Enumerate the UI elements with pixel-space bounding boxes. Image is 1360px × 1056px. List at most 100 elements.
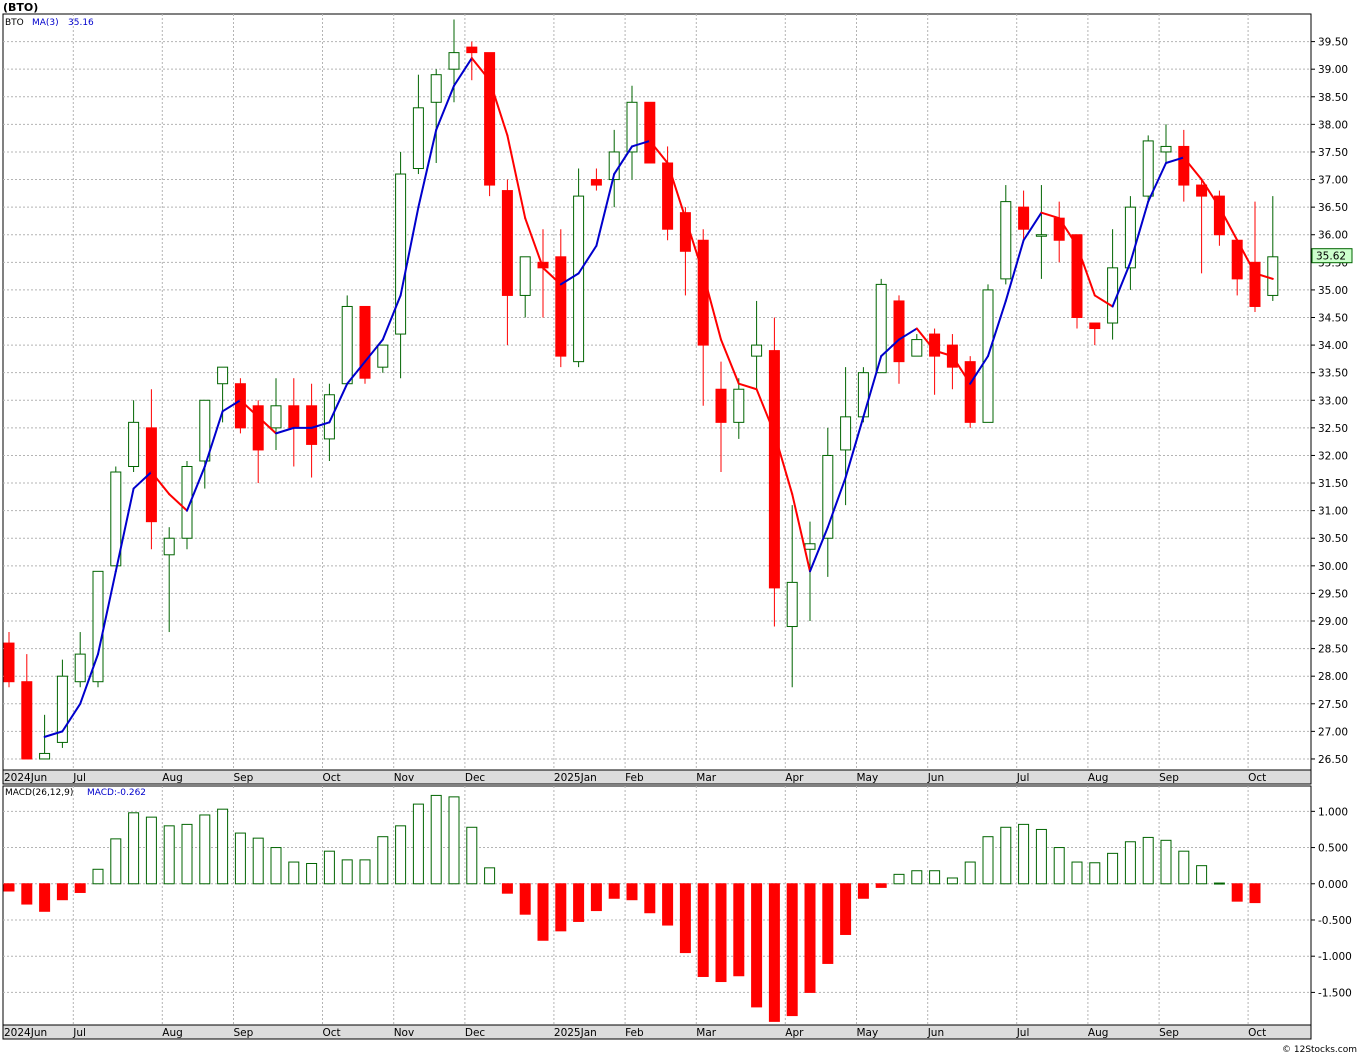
macd-bar-negative [857,883,869,899]
macd-xtick-label: Apr [785,1027,804,1039]
macd-bar-negative [644,883,656,914]
candle-body-up [1267,256,1279,296]
price-ytick-label: 38.50 [1318,92,1348,104]
candle [1089,322,1101,346]
price-ytick-label: 35.00 [1318,285,1348,297]
macd-bar-positive [982,836,994,885]
macd-bars [3,794,1261,1022]
macd-x-axis: 2024Jun Jul Aug Sep Oct Nov Dec 2025Jan Feb Mar Ap… [2,1024,1312,1040]
macd-bar-negative [608,883,620,899]
macd-bar-positive [341,859,353,885]
macd-xtick-label: Aug [1088,1027,1109,1039]
macd-bar-negative [519,883,531,915]
macd-ytick-label: -0.500 [1318,915,1352,927]
macd-bar-positive [92,868,104,885]
ma-segment [43,730,64,738]
ma-segment [257,415,277,435]
ma-segment [702,272,722,341]
macd-bar-negative [74,883,86,893]
ma-segment [1200,178,1221,209]
ma-segment [791,493,811,573]
price-ytick-label: 31.50 [1318,478,1348,490]
candle-body-down [21,681,33,760]
ma-segment [168,493,188,512]
candle [199,399,211,489]
candle-body-up [519,256,531,296]
ma-segment [364,338,384,363]
footer-credit: © 12Stocks.com [1282,1045,1357,1055]
candle-body-up [1160,145,1172,153]
macd-xaxis-band [2,1024,1312,1040]
candle [21,654,33,760]
last-price-box [1311,248,1353,264]
ma-segment [1040,211,1061,220]
candle-body-down [590,179,602,186]
ma-segment [221,399,242,413]
price-y-axis: 26.50 27.00 27.50 28.00 28.50 29.00 29.50 30.00… [1311,37,1353,766]
macd-bar-positive [1160,839,1172,885]
macd-bar-positive [466,826,478,885]
candle [252,400,264,484]
candle-body-down [555,256,567,357]
macd-bar-positive [893,873,905,885]
macd-panel: 1.000 0.500 0.000 -0.500 -1.000 -1.500 2024Ju… [2,785,1352,1040]
price-legend: BTO MA(3) 35.16 [5,18,94,28]
macd-bar-positive [128,812,140,885]
candle-body-down [234,383,246,429]
price-ytick-label: 31.00 [1318,506,1348,518]
price-candles [3,19,1279,760]
candle-body-up [822,454,834,539]
price-ytick-label: 33.50 [1318,368,1348,380]
ma-segment [613,145,633,176]
ma-segment [79,653,99,705]
candle [377,344,389,373]
price-ytick-label: 32.00 [1318,450,1348,462]
ma-segment [809,526,829,573]
candle-body-up [270,405,282,429]
candle [1196,179,1208,274]
ma-segment [880,338,900,358]
ma-segment [381,294,402,341]
macd-bar-positive [1196,865,1208,885]
macd-xtick-label: Mar [696,1027,716,1039]
macd-bar-negative [39,883,51,912]
candle-body-down [145,427,157,523]
candle-body-down [697,239,709,346]
macd-bar-positive [323,850,335,885]
candle-body-down [964,361,976,423]
macd-bar-positive [946,877,958,885]
ma-segment [417,128,438,209]
macd-bar-positive [430,794,442,885]
macd-xtick-label: Oct [323,1027,341,1039]
macd-ytick-label: 0.500 [1318,843,1348,855]
candle [822,427,834,577]
macd-bar-positive [1213,882,1225,885]
macd-xtick-label: Aug [162,1027,183,1039]
macd-bar-positive [145,816,157,885]
price-xtick-label: Oct [323,772,341,784]
price-ytick-label: 37.50 [1318,147,1348,159]
candle-body-down [768,350,780,589]
ma-segment [453,57,473,87]
candle [74,632,86,688]
macd-legend-label: MACD(26,12,9) [5,788,73,798]
price-ytick-label: 28.50 [1318,644,1348,656]
ma-segment [577,244,598,275]
macd-bar-positive [1142,836,1154,885]
candle-body-down [1089,322,1101,330]
price-ytick-label: 32.50 [1318,423,1348,435]
macd-bar-positive [412,803,424,885]
price-panel: 26.50 27.00 27.50 28.00 28.50 29.00 29.50 30.00… [2,13,1353,785]
ma-segment [737,382,758,391]
macd-bar-positive [1124,841,1136,885]
macd-bar-negative [875,883,887,888]
ma-segment [1236,239,1256,275]
ma-segment [987,299,1007,358]
price-ytick-label: 27.00 [1318,726,1348,738]
macd-bar-negative [822,883,834,964]
candle-body-up [840,416,852,451]
macd-bar-negative [21,883,33,905]
candle [1142,135,1154,202]
macd-bar-negative [715,883,727,983]
